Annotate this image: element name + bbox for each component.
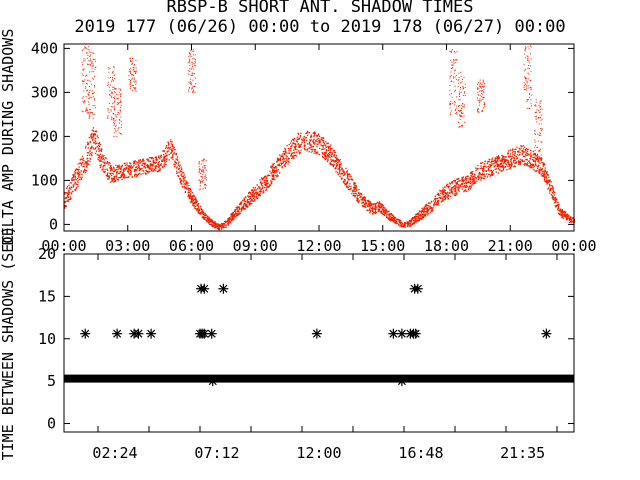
- gap-point: [207, 376, 218, 387]
- amp-x-tick-label: 03:00: [105, 237, 150, 255]
- gap-y-tick-label: 15: [38, 287, 56, 305]
- amp-x-tick-label: 09:00: [233, 237, 278, 255]
- gap-point: [199, 328, 210, 339]
- gap-plot-frame: [63, 253, 575, 433]
- gap-point: [311, 328, 322, 339]
- gap-y-tick-label: 10: [38, 330, 56, 348]
- gap-y-axis-label: TIME BETWEEN SHADOWS (SEC): [0, 226, 17, 461]
- gap-point: [80, 328, 91, 339]
- gap-panel: 0 5 10 15 20 02:24 07:12 12:00 16:48 21:35 TIME B…: [0, 226, 575, 462]
- gap-x-tick-label: 21:35: [500, 444, 545, 462]
- gap-point: [541, 328, 552, 339]
- amp-axes: 0 100 200 300 400 00:00 03:00 06:00 09:00 12:00 15…: [31, 39, 597, 255]
- gap-x-tick-label: 12:00: [296, 444, 341, 462]
- gap-point: [396, 376, 407, 387]
- amp-y-tick-label: 400: [31, 39, 58, 57]
- amp-y-tick-label: 300: [31, 83, 58, 101]
- gap-point: [388, 328, 399, 339]
- gap-y-tick-label: 5: [47, 372, 56, 390]
- amp-series: [64, 45, 576, 231]
- amp-points: [64, 45, 576, 231]
- chart-title-line1: RBSP-B SHORT ANT. SHADOW TIMES: [166, 0, 473, 17]
- gap-point: [412, 283, 423, 294]
- amp-y-tick-label: 200: [31, 127, 58, 145]
- amp-panel: 0 100 200 300 400 00:00 03:00 06:00 09:00 12:00 15…: [0, 29, 597, 255]
- amp-y-tick-label: 100: [31, 171, 58, 189]
- gap-point: [218, 283, 229, 294]
- gap-baseline-band: [64, 374, 574, 383]
- amp-x-tick-label: 12:00: [296, 237, 341, 255]
- amp-y-tick-label: 0: [49, 215, 58, 233]
- gap-point: [112, 328, 123, 339]
- amp-y-axis-label: DELTA AMP DURING SHADOWS: [0, 29, 17, 246]
- amp-x-tick-label: 06:00: [169, 237, 214, 255]
- gap-point: [410, 328, 421, 339]
- gap-x-tick-label: 02:24: [92, 444, 137, 462]
- gap-axes: 0 5 10 15 20 02:24 07:12 12:00 16:48 21:35: [38, 245, 574, 462]
- gap-y-tick-label: 20: [38, 245, 56, 263]
- gap-point: [133, 328, 144, 339]
- gap-x-tick-label: 16:48: [398, 444, 443, 462]
- amp-x-tick-label: 00:00: [551, 237, 596, 255]
- gap-point: [199, 283, 210, 294]
- gap-point: [206, 328, 217, 339]
- gap-x-tick-label: 07:12: [194, 444, 239, 462]
- amp-plot-frame: [63, 43, 575, 232]
- gap-point: [146, 328, 157, 339]
- amp-x-tick-label: 15:00: [360, 237, 405, 255]
- chart-title-line2: 2019 177 (06/26) 00:00 to 2019 178 (06/2…: [74, 17, 565, 37]
- gap-series: [64, 283, 574, 387]
- gap-y-tick-label: 0: [47, 415, 56, 433]
- amp-x-tick-label: 21:00: [488, 237, 533, 255]
- amp-x-tick-label: 00:00: [41, 237, 86, 255]
- amp-x-tick-label: 18:00: [424, 237, 469, 255]
- gap-point: [396, 328, 407, 339]
